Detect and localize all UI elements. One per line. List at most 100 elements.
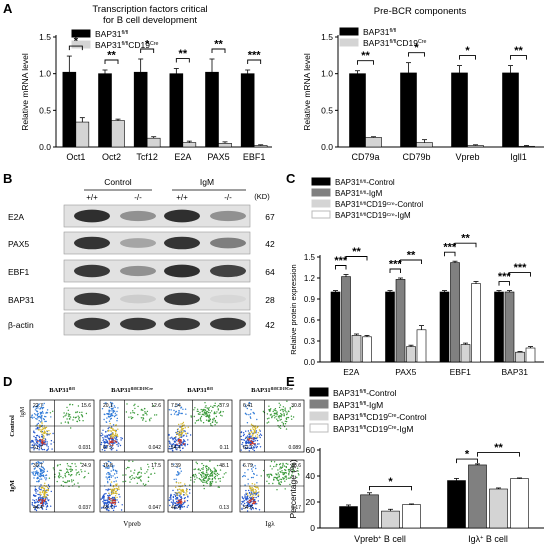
flow-event-dot xyxy=(255,447,258,449)
flow-event-dot xyxy=(101,507,103,509)
flow-event-dot xyxy=(130,412,132,414)
flow-event-dot xyxy=(78,416,80,419)
bar xyxy=(489,488,508,529)
flow-event-dot xyxy=(215,415,218,418)
flow-event-dot xyxy=(109,436,112,438)
flow-event-dot xyxy=(209,481,212,484)
flow-event-dot xyxy=(244,475,246,477)
flow-event-dot xyxy=(31,471,33,473)
quadrant-value-tr: 17.5 xyxy=(151,463,161,469)
flow-event-dot xyxy=(112,415,114,417)
flow-event-dot xyxy=(108,501,111,503)
flow-event-dot xyxy=(114,469,117,472)
flow-event-dot xyxy=(172,503,174,505)
flow-event-dot xyxy=(266,413,269,415)
legend-label-part: -IgM xyxy=(396,424,413,434)
flow-event-dot xyxy=(46,443,48,445)
flow-event-dot xyxy=(42,412,44,414)
flow-event-dot xyxy=(131,474,133,477)
flow-event-dot xyxy=(48,434,50,436)
flow-event-dot xyxy=(111,466,114,468)
flow-event-dot xyxy=(289,407,291,409)
flow-event-dot xyxy=(101,497,104,499)
flow-event-dot xyxy=(45,439,47,441)
flow-event-dot xyxy=(170,409,172,411)
y-tick-label: 60 xyxy=(306,445,316,455)
flow-event-dot xyxy=(39,473,41,475)
significance-star: ** xyxy=(352,246,361,258)
legend-label-part: Cre xyxy=(387,201,395,207)
flow-event-dot xyxy=(196,408,199,410)
flow-event-dot xyxy=(42,404,44,406)
flow-event-dot xyxy=(113,410,116,412)
flow-event-dot xyxy=(201,476,203,478)
legend-swatch xyxy=(311,188,331,197)
flow-event-dot xyxy=(273,412,276,414)
flow-event-dot xyxy=(250,476,253,479)
flow-event-dot xyxy=(258,509,261,511)
flow-event-dot xyxy=(103,506,105,508)
flow-event-dot xyxy=(108,473,110,476)
flow-event-dot xyxy=(206,469,208,471)
flow-event-dot xyxy=(250,443,252,446)
flow-event-dot xyxy=(179,438,181,441)
flow-event-dot xyxy=(41,410,44,413)
flow-event-dot xyxy=(180,435,182,437)
flow-event-dot xyxy=(76,420,79,423)
flow-event-dot xyxy=(168,448,170,450)
flow-event-dot xyxy=(250,437,252,439)
flow-event-dot xyxy=(178,482,180,484)
panel-letters: AB CD E xyxy=(3,1,296,389)
quadrant-value-tr: 38.6 xyxy=(291,463,301,469)
flow-event-dot xyxy=(140,417,143,419)
flow-event-dot xyxy=(34,501,36,504)
flow-event-dot xyxy=(253,449,255,452)
flow-event-dot xyxy=(270,460,273,463)
quadrant-value-br: 0.17 xyxy=(291,505,301,511)
flow-event-dot xyxy=(291,418,293,420)
flow-event-dot xyxy=(218,473,220,476)
flow-event-dot xyxy=(40,418,43,420)
flow-event-dot xyxy=(250,409,252,411)
blot-band xyxy=(210,264,246,278)
flow-event-dot xyxy=(182,423,184,425)
flow-event-dot xyxy=(182,491,185,493)
flow-event-dot xyxy=(146,410,149,413)
flow-event-dot xyxy=(114,497,117,499)
legend-swatch xyxy=(311,199,331,208)
flow-event-dot xyxy=(179,472,181,474)
significance-star: ** xyxy=(179,48,188,60)
blot-band xyxy=(164,209,200,223)
flow-event-dot xyxy=(279,409,282,411)
flow-event-dot xyxy=(113,507,116,509)
flow-event-dot xyxy=(109,445,111,448)
flow-event-dot xyxy=(117,442,119,444)
flow-event-dot xyxy=(32,406,35,408)
flow-event-dot xyxy=(277,472,279,474)
flow-event-dot xyxy=(33,471,35,473)
flow-event-dot xyxy=(46,445,48,447)
flow-event-dot xyxy=(110,446,113,448)
legend-label: BAP31fl/fl-Control xyxy=(335,178,395,187)
flow-event-dot xyxy=(176,431,178,434)
flow-event-dot xyxy=(140,409,142,411)
significance-star: ** xyxy=(494,442,503,454)
flow-event-dot xyxy=(278,402,280,404)
flow-event-dot xyxy=(108,438,110,440)
flow-event-dot xyxy=(268,475,270,477)
flow-event-dot xyxy=(137,405,139,408)
flow-event-dot xyxy=(214,424,216,426)
flow-event-dot xyxy=(215,473,217,476)
flow-event-dot xyxy=(287,416,290,419)
flow-event-dot xyxy=(47,494,49,496)
bar xyxy=(205,71,219,148)
flow-event-dot xyxy=(137,473,139,476)
flow-event-dot xyxy=(284,423,287,425)
flow-event-dot xyxy=(39,492,41,494)
quadrant-value-tl: 20.1 xyxy=(103,403,113,409)
flow-event-dot xyxy=(172,489,174,492)
flow-event-dot xyxy=(66,418,68,420)
flow-event-dot xyxy=(254,440,256,442)
flow-event-dot xyxy=(271,416,273,419)
